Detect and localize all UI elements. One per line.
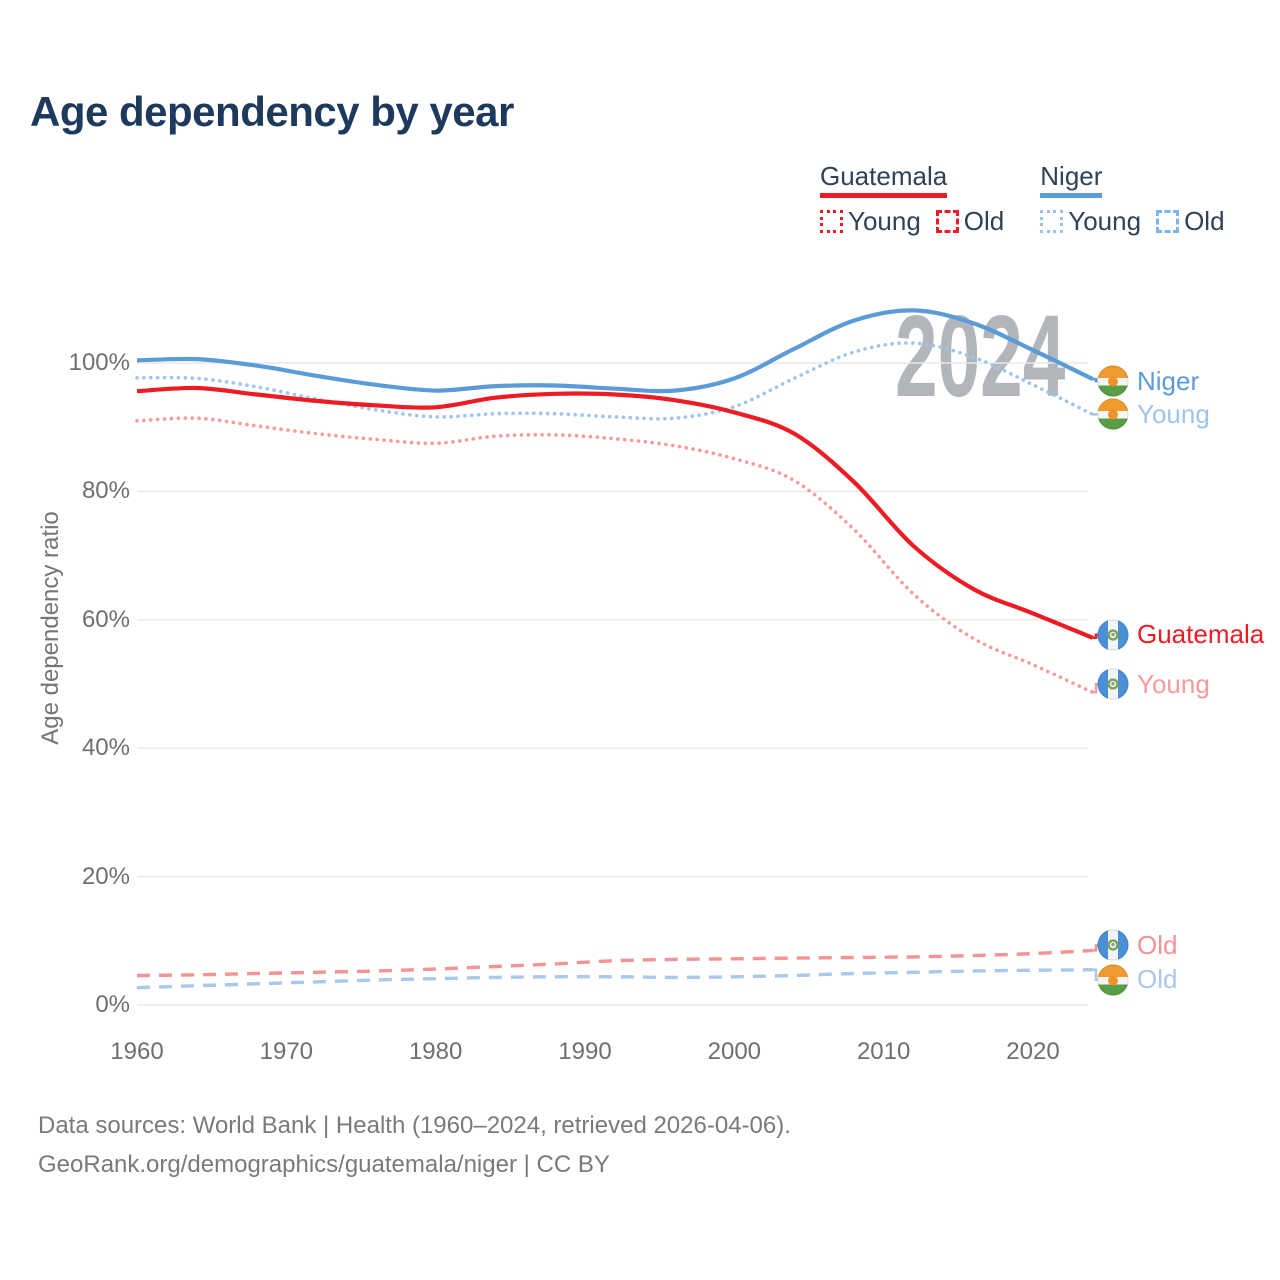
- y-tick-label: 100%: [68, 349, 130, 376]
- legend-item-guatemala-old: Old: [935, 205, 1005, 237]
- series-label-niger-young: Young: [1097, 397, 1210, 431]
- niger-flag-icon: [1097, 398, 1129, 431]
- x-tick-label: 2020: [1006, 1038, 1060, 1065]
- x-tick-label: 1990: [558, 1038, 612, 1065]
- footer-attribution-line: GeoRank.org/demographics/guatemala/niger…: [38, 1151, 610, 1178]
- series-label-niger-old: Old: [1097, 963, 1177, 997]
- page-title: Age dependency by year: [30, 88, 514, 135]
- series-label-text: Niger: [1137, 365, 1200, 396]
- series-label-text: Young: [1137, 398, 1210, 429]
- y-tick-label: 80%: [81, 477, 130, 505]
- series-line-guatemala-old: [136, 948, 1093, 978]
- series-label-niger: Niger: [1097, 364, 1199, 398]
- niger-old-swatch-icon: [1156, 209, 1180, 233]
- series-label-text: Guatemala: [1137, 619, 1265, 650]
- series-line-niger-young: [135, 341, 1095, 421]
- y-tick-label: 0%: [95, 991, 130, 1018]
- guatemala-flag-icon: [1097, 619, 1129, 651]
- series-label-guatemala-old: Old: [1097, 928, 1177, 962]
- legend-item-label: Old: [1184, 205, 1225, 236]
- series-label-text: Old: [1137, 929, 1178, 960]
- guatemala-flag-icon: [1097, 929, 1129, 962]
- y-tick-label: 20%: [81, 862, 130, 890]
- series-label-guatemala: Guatemala: [1097, 618, 1264, 652]
- series-line-guatemala: [136, 385, 1094, 640]
- legend-country-niger: Niger: [1040, 161, 1103, 198]
- footer-source-line: Data sources: World Bank | Health (1960–…: [38, 1112, 791, 1139]
- series-line-guatemala-young: [135, 416, 1095, 695]
- guatemala-old-swatch-icon: [935, 209, 959, 233]
- legend-group-niger: Niger Young Old: [1040, 161, 1225, 237]
- x-tick-label: 2000: [707, 1038, 762, 1065]
- y-tick-label: 60%: [81, 605, 130, 633]
- x-tick-label: 2010: [856, 1038, 911, 1065]
- legend-item-label: Old: [963, 205, 1005, 236]
- series-label-text: Young: [1137, 668, 1210, 699]
- x-tick-label: 1970: [259, 1038, 314, 1065]
- legend-country-guatemala: Guatemala: [820, 161, 948, 198]
- guatemala-young-swatch-icon: [820, 209, 843, 233]
- series-line-niger: [136, 308, 1094, 394]
- legend-item-label: Young: [848, 205, 921, 236]
- niger-flag-icon: [1097, 963, 1129, 996]
- legend-item-niger-young: Young: [1040, 206, 1141, 237]
- niger-flag-icon: [1097, 365, 1129, 397]
- guatemala-flag-icon: [1097, 668, 1129, 701]
- legend-group-guatemala: Guatemala Young Old: [820, 161, 1005, 237]
- footer: Data sources: World Bank | Health (1960–…: [38, 1106, 791, 1184]
- legend-item-guatemala-young: Young: [820, 206, 921, 237]
- series-line-niger-old: [136, 968, 1093, 990]
- y-tick-label: 40%: [81, 734, 130, 762]
- series-label-guatemala-young: Young: [1097, 667, 1210, 701]
- x-tick-label: 1960: [110, 1038, 164, 1065]
- legend: Guatemala Young Old Niger Young: [820, 161, 1225, 237]
- gridlines: [137, 362, 1088, 1006]
- legend-item-label: Young: [1068, 205, 1142, 236]
- niger-young-swatch-icon: [1040, 209, 1064, 233]
- x-tick-label: 1980: [408, 1038, 463, 1065]
- series-label-text: Old: [1137, 964, 1178, 995]
- legend-item-niger-old: Old: [1156, 205, 1225, 237]
- year-watermark: 2024: [895, 291, 1066, 421]
